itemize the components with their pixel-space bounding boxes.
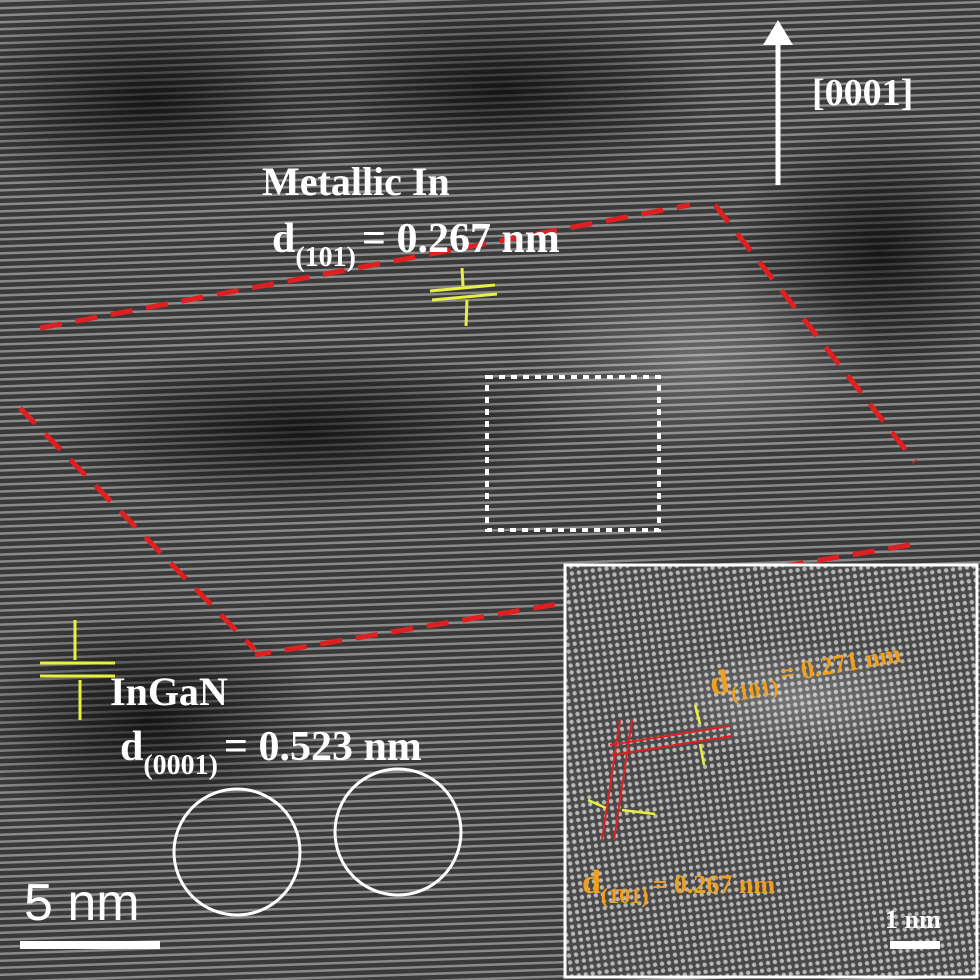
d-spacing: d(0001) = 0.523 nm <box>120 724 422 781</box>
phase-label: Metallic In <box>262 159 450 204</box>
d-value: = 0.267 nm <box>362 216 560 262</box>
d-value: = 0.523 nm <box>224 724 422 770</box>
miller-index: (101) <box>295 242 356 273</box>
zoom-box <box>485 375 661 532</box>
inset: d(101)= 0.271 nm d(1̄01) = 0.267 nm 1 nm <box>563 563 979 979</box>
miller-index: (0001) <box>143 750 218 781</box>
d-symbol: d <box>272 216 295 262</box>
scale-label: 1 nm <box>885 905 941 934</box>
d-spacing: d(1̄01) = 0.267 nm <box>582 864 775 908</box>
d-value: = 0.267 nm <box>653 870 776 899</box>
circle <box>333 767 463 897</box>
miller-index: (1̄01) <box>601 883 649 908</box>
d-symbol: d <box>582 864 601 901</box>
scale-label: 5 nm <box>24 874 140 932</box>
direction-arrow <box>763 20 793 185</box>
d-spacing: d(101) = 0.267 nm <box>272 216 560 273</box>
direction-label: [0001] <box>812 72 913 114</box>
circle <box>172 787 302 917</box>
phase-label: InGaN <box>110 669 228 714</box>
d-symbol: d <box>120 724 143 770</box>
spacing-marker <box>40 267 498 720</box>
